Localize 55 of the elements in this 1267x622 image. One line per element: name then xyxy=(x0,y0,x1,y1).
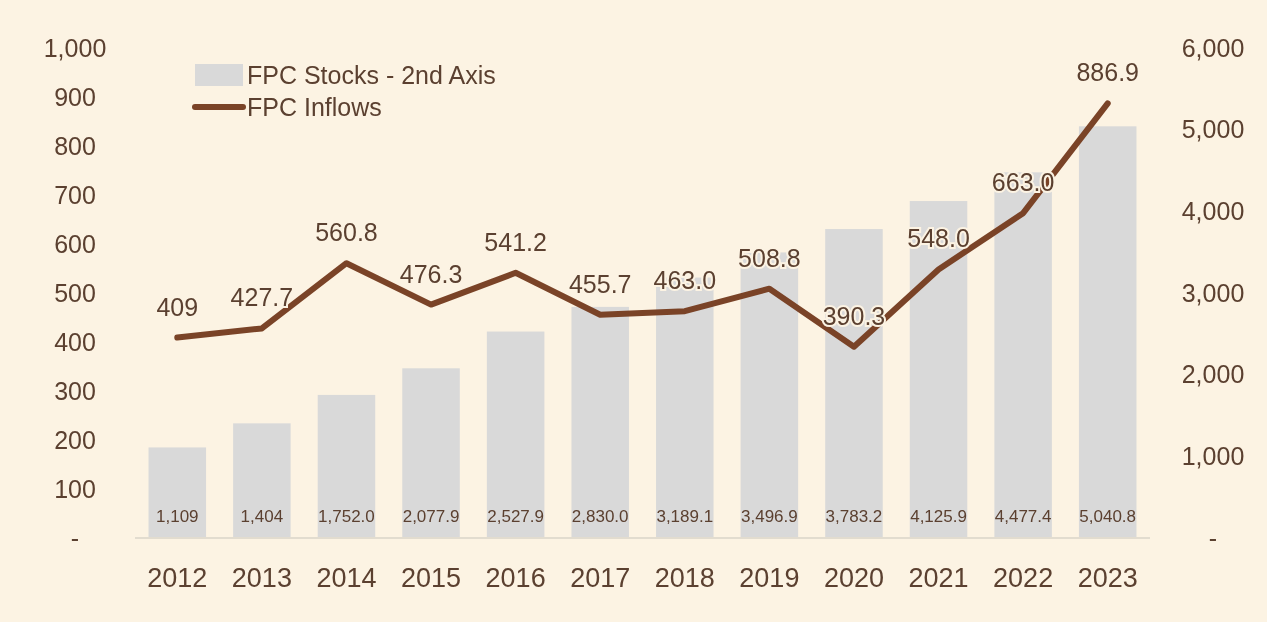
y2-tick-label: 4,000 xyxy=(1181,197,1245,226)
y-tick-label: 300 xyxy=(54,376,96,405)
x-tick-label: 2021 xyxy=(908,563,969,593)
data-label: 409 xyxy=(156,292,199,321)
x-tick-label: 2012 xyxy=(147,563,208,593)
data-label: 3,189.1 xyxy=(656,507,714,526)
data-label: 548.0 xyxy=(907,224,970,253)
data-label: 2,077.9 xyxy=(402,507,460,526)
x-tick-label: 2018 xyxy=(654,563,715,593)
data-label: 1,404 xyxy=(240,507,284,526)
y-tick-label: 400 xyxy=(54,327,96,356)
data-label: 560.8 xyxy=(315,218,378,247)
y-tick-label: 200 xyxy=(54,425,96,454)
y-tick-label: 600 xyxy=(54,229,96,258)
data-label: 508.8 xyxy=(738,243,801,272)
data-label: 541.2 xyxy=(484,227,547,256)
data-label: 4,477.4 xyxy=(994,507,1052,526)
y2-tick-label: 3,000 xyxy=(1181,278,1245,307)
data-label: 463.0 xyxy=(653,266,717,295)
x-tick-label: 2014 xyxy=(316,563,377,593)
y-tick-label: 500 xyxy=(54,278,96,307)
x-tick-label: 2015 xyxy=(401,563,462,593)
data-label: 476.3 xyxy=(399,259,463,288)
x-tick-label: 2022 xyxy=(993,563,1054,593)
y2-tick-label: - xyxy=(1208,523,1218,552)
y2-tick-label: 5,000 xyxy=(1181,115,1245,144)
x-tick-label: 2020 xyxy=(823,563,884,593)
data-label: 886.9 xyxy=(1076,58,1139,87)
data-label: 1,109 xyxy=(156,507,199,526)
data-label: 390.3 xyxy=(822,301,886,330)
data-label: 455.7 xyxy=(568,269,632,298)
y-tick-label: 900 xyxy=(54,82,96,111)
data-label: 5,040.8 xyxy=(1079,507,1137,526)
data-label: 4,125.9 xyxy=(910,507,967,526)
data-label: 427.7 xyxy=(230,283,294,312)
y-tick-label: 100 xyxy=(54,474,96,503)
x-tick-label: 2013 xyxy=(231,563,292,593)
data-label: 2,830.0 xyxy=(571,507,629,526)
legend-label: FPC Stocks - 2nd Axis xyxy=(247,60,496,89)
data-label: 1,752.0 xyxy=(318,507,375,526)
x-tick-label: 2023 xyxy=(1077,563,1138,593)
y2-tick-label: 1,000 xyxy=(1181,442,1245,471)
x-tick-label: 2016 xyxy=(485,563,546,593)
x-tick-label: 2019 xyxy=(739,563,800,593)
y2-tick-label: 6,000 xyxy=(1181,33,1245,62)
y-tick-label: - xyxy=(70,523,80,552)
y-tick-label: 1,000 xyxy=(43,33,107,62)
data-label: 3,783.2 xyxy=(825,507,883,526)
y-tick-label: 700 xyxy=(54,180,96,209)
legend-label: FPC Inflows xyxy=(247,92,382,121)
y-tick-label: 800 xyxy=(54,131,96,160)
data-label: 2,527.9 xyxy=(487,507,544,526)
x-tick-label: 2017 xyxy=(570,563,631,593)
data-label: 3,496.9 xyxy=(741,507,798,526)
y2-tick-label: 2,000 xyxy=(1181,360,1245,389)
